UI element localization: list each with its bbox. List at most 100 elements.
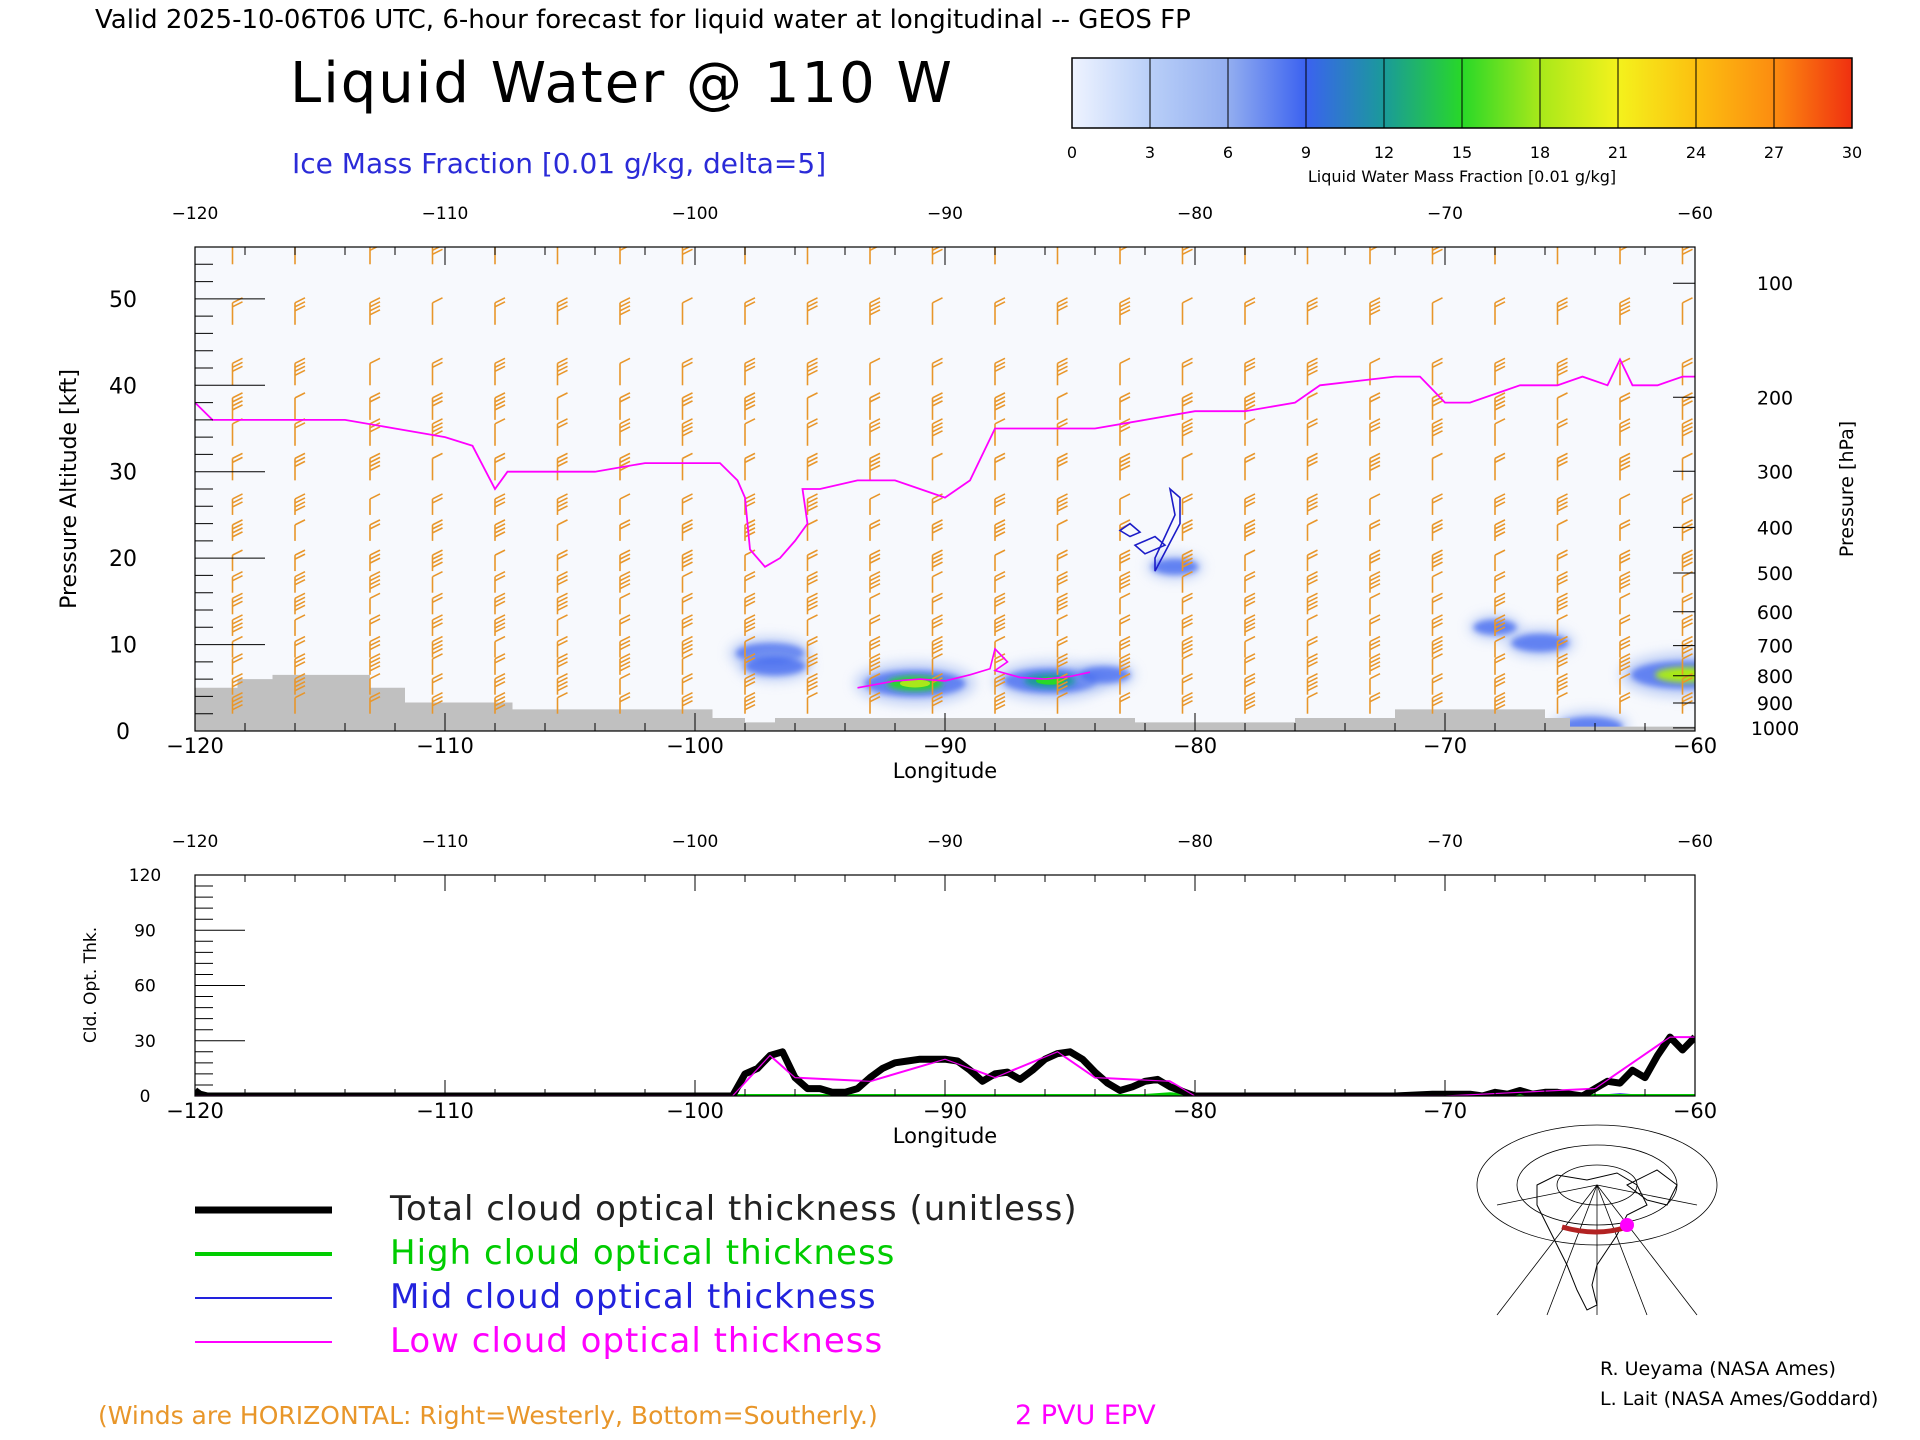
top-x-tick-label: −70 xyxy=(1427,204,1463,224)
pressure-tick-label: 200 xyxy=(1757,387,1793,409)
wind-barb xyxy=(681,653,693,675)
optical-thickness-lines xyxy=(195,1033,1695,1096)
wind-barb xyxy=(1369,653,1381,675)
colorbar-tick-label: 9 xyxy=(1301,143,1311,162)
wind-barb xyxy=(1681,452,1693,481)
wind-barb xyxy=(556,452,568,481)
wind-barb xyxy=(556,691,568,714)
wind-barb xyxy=(931,297,943,325)
wind-barb xyxy=(431,653,443,675)
bottom-top-x-tick-label: −100 xyxy=(672,832,719,852)
wind-barb xyxy=(619,635,631,658)
wind-barb xyxy=(681,691,693,714)
bottom-x-tick-label: −60 xyxy=(1673,1099,1717,1123)
colorbar-tick-label: 0 xyxy=(1067,143,1077,162)
wind-barb xyxy=(1556,519,1568,541)
wind-barb xyxy=(369,493,381,515)
pressure-tick-label: 900 xyxy=(1757,693,1793,715)
cross-section-axes: −120 −120 −110 −110 −100 −100 −90 −90 −80 −80 −70 −… xyxy=(109,204,1799,758)
wind-barb xyxy=(1681,519,1693,541)
wind-barb xyxy=(294,297,306,325)
wind-barb xyxy=(231,392,243,420)
wind-barb xyxy=(556,549,568,572)
wind-barb xyxy=(1119,635,1131,658)
wind-barb xyxy=(231,592,243,615)
wind-barb xyxy=(494,614,506,636)
wind-barb xyxy=(1619,247,1629,265)
wind-barb xyxy=(1494,570,1506,593)
legend-label: High cloud optical thickness xyxy=(390,1233,895,1273)
colorbar-tick-label: 27 xyxy=(1764,143,1784,162)
wind-barb xyxy=(1619,635,1631,658)
wind-barb xyxy=(619,549,631,572)
x-tick-label: −60 xyxy=(1673,734,1717,758)
wind-barb xyxy=(994,418,1006,446)
wind-barb xyxy=(619,357,631,386)
ice-mass-note: Ice Mass Fraction [0.01 g/kg, delta=5] xyxy=(292,147,826,180)
wind-barb xyxy=(294,672,306,695)
wind-barb xyxy=(994,592,1006,615)
wind-barb xyxy=(994,452,1006,481)
wind-barb xyxy=(494,357,506,386)
wind-barb xyxy=(1369,392,1381,420)
wind-barb xyxy=(294,691,306,714)
wind-barb xyxy=(1119,549,1131,572)
y-tick-label: 50 xyxy=(109,288,137,313)
wind-barb xyxy=(1119,691,1131,714)
wind-barb xyxy=(431,493,443,515)
wind-barb xyxy=(1119,357,1131,386)
wind-barb xyxy=(1244,418,1256,446)
wind-barb xyxy=(369,297,381,325)
wind-barb xyxy=(494,297,506,325)
wind-barb xyxy=(556,392,568,420)
wind-barb xyxy=(1431,357,1443,386)
wind-barb xyxy=(1556,653,1568,675)
wind-barb xyxy=(681,570,693,593)
bottom-top-x-tick-label: −80 xyxy=(1177,832,1213,852)
wind-barb xyxy=(744,418,756,446)
wind-barb xyxy=(806,549,818,572)
wind-barb xyxy=(1244,452,1256,481)
wind-barbs xyxy=(231,247,1693,714)
wind-barb xyxy=(1619,653,1631,675)
wind-barb xyxy=(1306,297,1318,325)
wind-barb xyxy=(1056,418,1068,446)
wind-barb xyxy=(1556,493,1568,515)
wind-barb xyxy=(556,592,568,615)
bottom-x-tick-label: −70 xyxy=(1423,1099,1467,1123)
wind-barb xyxy=(931,549,943,572)
wind-barb xyxy=(1369,592,1381,615)
wind-barb xyxy=(1119,614,1131,636)
wind-barb xyxy=(231,452,243,481)
top-ylabel: Pressure Altitude [kft] xyxy=(57,369,82,609)
wind-barb xyxy=(556,614,568,636)
wind-barb xyxy=(744,357,756,386)
wind-barb xyxy=(1244,691,1256,714)
wind-barb xyxy=(1556,297,1568,325)
wind-barb xyxy=(1494,418,1506,446)
wind-barb xyxy=(744,592,756,615)
wind-barb xyxy=(231,653,243,675)
legend-label: Mid cloud optical thickness xyxy=(390,1277,877,1317)
bottom-x-tick-label: −120 xyxy=(166,1099,224,1123)
wind-barb xyxy=(369,592,381,615)
x-tick-label: −70 xyxy=(1423,734,1467,758)
bottom-y-tick-label: 0 xyxy=(140,1087,151,1107)
wind-barb xyxy=(619,672,631,695)
wind-barb xyxy=(494,592,506,615)
wind-barb xyxy=(1556,357,1568,386)
wind-barb xyxy=(1181,247,1193,265)
optical-thickness-background xyxy=(195,875,1695,1096)
wind-barb xyxy=(1369,691,1381,714)
wind-barb xyxy=(931,635,943,658)
wind-barb xyxy=(231,672,243,695)
credit-line-2: L. Lait (NASA Ames/Goddard) xyxy=(1600,1388,1878,1410)
wind-barb xyxy=(1056,635,1068,658)
low-cloud-overlay xyxy=(195,1036,1695,1096)
wind-barb xyxy=(431,635,443,658)
wind-barb xyxy=(619,570,631,593)
wind-barb xyxy=(556,357,568,386)
colorbar-segment xyxy=(1149,57,1229,129)
wind-barb xyxy=(294,635,306,658)
wind-barb xyxy=(1431,418,1443,446)
